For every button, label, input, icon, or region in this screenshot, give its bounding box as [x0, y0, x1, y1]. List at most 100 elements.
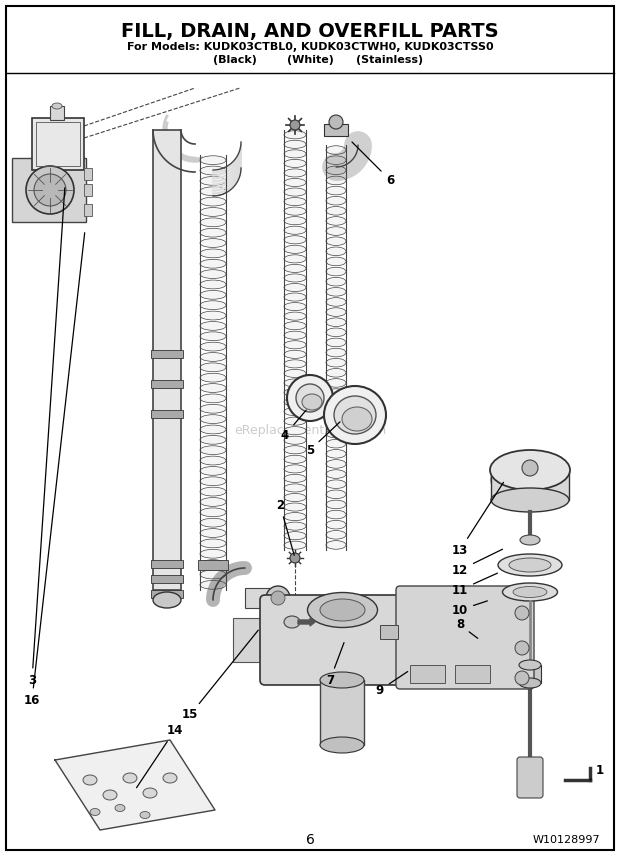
Bar — [50, 106, 64, 120]
Ellipse shape — [284, 302, 306, 311]
Text: 9: 9 — [376, 672, 408, 697]
Ellipse shape — [200, 497, 226, 507]
FancyBboxPatch shape — [260, 595, 425, 685]
Ellipse shape — [200, 404, 226, 413]
Ellipse shape — [200, 487, 226, 496]
Ellipse shape — [326, 449, 346, 458]
Text: (White): (White) — [286, 55, 334, 65]
Ellipse shape — [284, 283, 306, 292]
Text: (Stainless): (Stainless) — [356, 55, 423, 65]
Ellipse shape — [284, 455, 306, 463]
Ellipse shape — [284, 369, 306, 377]
Ellipse shape — [163, 773, 177, 783]
Ellipse shape — [284, 417, 306, 425]
Text: 1: 1 — [590, 764, 604, 780]
Text: 12: 12 — [452, 550, 502, 576]
Ellipse shape — [284, 265, 306, 272]
Ellipse shape — [296, 384, 324, 412]
Ellipse shape — [200, 229, 226, 237]
Ellipse shape — [123, 773, 137, 783]
Ellipse shape — [153, 592, 181, 608]
Ellipse shape — [326, 510, 346, 519]
Ellipse shape — [200, 156, 226, 164]
Ellipse shape — [326, 490, 346, 498]
Ellipse shape — [200, 280, 226, 288]
Ellipse shape — [284, 169, 306, 177]
Ellipse shape — [284, 360, 306, 368]
Ellipse shape — [326, 318, 346, 326]
Ellipse shape — [342, 407, 372, 431]
Ellipse shape — [513, 586, 547, 597]
Ellipse shape — [200, 300, 226, 310]
Ellipse shape — [326, 348, 346, 357]
Bar — [491, 470, 569, 500]
Ellipse shape — [284, 446, 306, 454]
Ellipse shape — [519, 660, 541, 670]
Ellipse shape — [200, 249, 226, 258]
Ellipse shape — [200, 394, 226, 403]
Ellipse shape — [284, 493, 306, 502]
Ellipse shape — [284, 398, 306, 406]
Text: 14: 14 — [136, 723, 183, 788]
Ellipse shape — [326, 429, 346, 438]
Ellipse shape — [326, 247, 346, 256]
Ellipse shape — [200, 529, 226, 538]
Ellipse shape — [200, 550, 226, 558]
Ellipse shape — [284, 207, 306, 215]
Ellipse shape — [200, 363, 226, 372]
Ellipse shape — [326, 399, 346, 407]
Ellipse shape — [326, 176, 346, 185]
Ellipse shape — [200, 373, 226, 382]
Bar — [519, 665, 541, 683]
Text: 15: 15 — [182, 630, 259, 722]
Ellipse shape — [52, 103, 62, 109]
Ellipse shape — [200, 176, 226, 185]
Polygon shape — [55, 740, 215, 830]
Ellipse shape — [103, 790, 117, 800]
Ellipse shape — [284, 503, 306, 511]
Ellipse shape — [326, 520, 346, 529]
Ellipse shape — [326, 369, 346, 377]
Bar — [36, 122, 80, 166]
Ellipse shape — [200, 446, 226, 455]
Ellipse shape — [200, 353, 226, 361]
Bar — [455, 665, 490, 683]
Ellipse shape — [284, 246, 306, 253]
Ellipse shape — [326, 531, 346, 539]
Bar — [151, 410, 183, 418]
Circle shape — [515, 671, 529, 685]
Ellipse shape — [284, 178, 306, 187]
Ellipse shape — [140, 811, 150, 818]
Ellipse shape — [326, 328, 346, 336]
Bar — [151, 590, 183, 598]
Ellipse shape — [284, 474, 306, 483]
Ellipse shape — [326, 166, 346, 175]
Circle shape — [26, 166, 74, 214]
Ellipse shape — [320, 599, 365, 621]
Ellipse shape — [326, 196, 346, 205]
Text: 16: 16 — [24, 233, 85, 706]
Ellipse shape — [326, 206, 346, 215]
Circle shape — [290, 553, 300, 563]
Ellipse shape — [284, 131, 306, 139]
Bar — [84, 184, 92, 196]
Ellipse shape — [284, 513, 306, 520]
Ellipse shape — [326, 460, 346, 468]
Ellipse shape — [83, 775, 97, 785]
Ellipse shape — [308, 592, 378, 627]
Ellipse shape — [284, 293, 306, 301]
Ellipse shape — [519, 678, 541, 688]
Text: 3: 3 — [28, 187, 65, 687]
FancyBboxPatch shape — [396, 586, 534, 689]
Ellipse shape — [326, 146, 346, 154]
Text: W10128997: W10128997 — [533, 835, 600, 845]
Ellipse shape — [284, 532, 306, 540]
Ellipse shape — [284, 407, 306, 416]
Ellipse shape — [284, 350, 306, 359]
Ellipse shape — [284, 389, 306, 396]
Ellipse shape — [200, 570, 226, 579]
Ellipse shape — [284, 341, 306, 349]
Circle shape — [329, 115, 343, 129]
Circle shape — [266, 586, 290, 610]
Bar — [151, 560, 183, 568]
